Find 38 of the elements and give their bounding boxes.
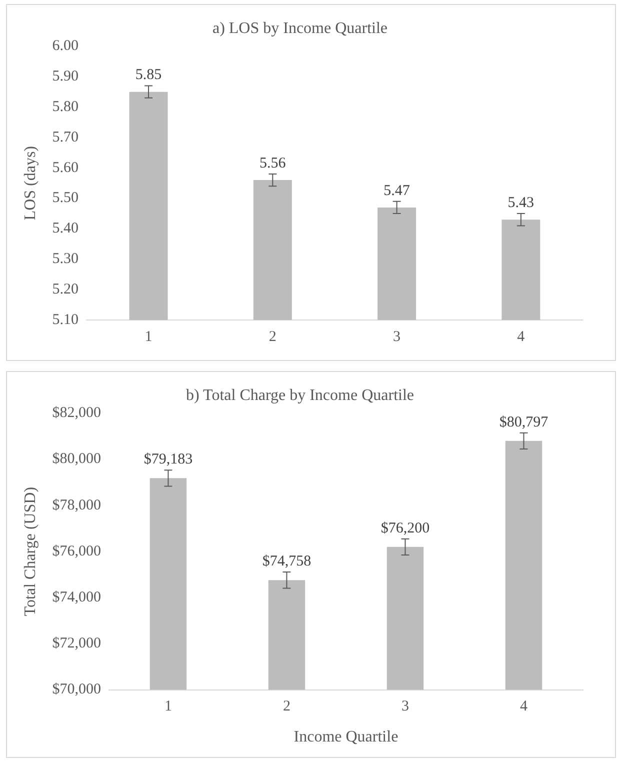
y-tick-label: 5.60 xyxy=(52,160,78,176)
y-tick-label: 6.00 xyxy=(52,38,78,54)
y-tick-label: $74,000 xyxy=(52,590,101,606)
data-label: $79,183 xyxy=(144,452,193,468)
x-tick-label: 1 xyxy=(144,328,152,345)
x-tick-label: 3 xyxy=(393,328,401,345)
y-tick-label: 5.30 xyxy=(52,251,78,268)
x-axis-title: Income Quartile xyxy=(294,728,398,746)
y-tick-label: 5.70 xyxy=(52,129,78,146)
y-tick-label: $76,000 xyxy=(52,543,101,560)
data-label: $74,758 xyxy=(262,554,312,570)
y-axis-title: LOS (days) xyxy=(22,146,39,220)
chart-title: b) Total Charge by Income Quartile xyxy=(186,386,414,404)
data-label: 5.43 xyxy=(508,194,534,211)
data-label: $80,797 xyxy=(499,414,549,430)
x-tick-label: 4 xyxy=(517,328,526,345)
y-tick-label: $82,000 xyxy=(52,405,101,422)
y-tick-label: $80,000 xyxy=(52,451,101,468)
x-tick-label: 4 xyxy=(520,698,528,715)
y-tick-label: 5.80 xyxy=(52,98,78,115)
x-tick-label: 1 xyxy=(164,698,172,715)
y-tick-label: 5.40 xyxy=(52,220,78,237)
y-tick-label: 5.90 xyxy=(52,68,78,85)
chart-title: a) LOS by Income Quartile xyxy=(212,20,388,37)
y-tick-label: $72,000 xyxy=(52,636,101,652)
y-tick-label: 5.10 xyxy=(52,312,78,328)
y-tick-label: 5.50 xyxy=(52,190,78,206)
data-label: 5.47 xyxy=(384,182,410,199)
y-tick-label: $78,000 xyxy=(52,497,101,514)
x-tick-label: 2 xyxy=(282,698,290,715)
y-tick-label: 5.20 xyxy=(52,282,78,298)
y-axis-title: Total Charge (USD) xyxy=(22,486,39,616)
data-label: 5.56 xyxy=(260,155,286,172)
data-label: $76,200 xyxy=(380,520,430,536)
data-label: 5.85 xyxy=(135,67,162,84)
y-tick-label: $70,000 xyxy=(52,682,101,698)
x-tick-label: 3 xyxy=(401,698,409,715)
x-tick-label: 2 xyxy=(268,328,276,345)
